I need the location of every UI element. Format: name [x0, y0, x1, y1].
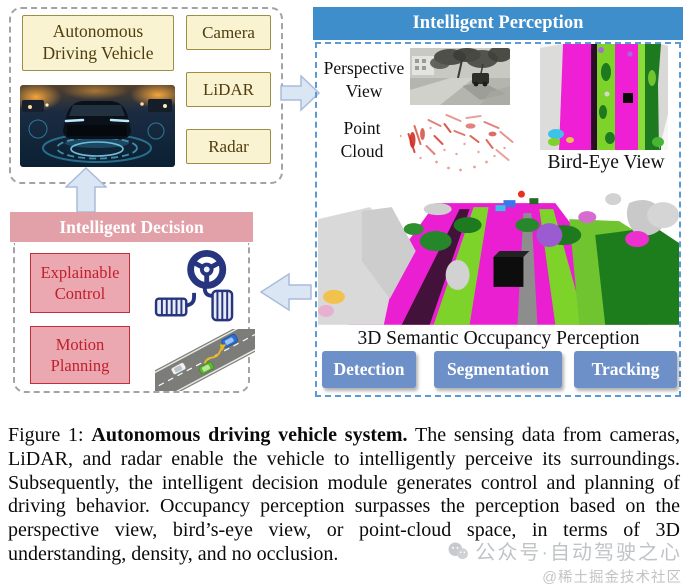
perception-panel-header: Intelligent Perception: [313, 7, 683, 40]
occupancy-perception-image: [318, 177, 679, 325]
perspective-view-label: Perspective View: [323, 58, 405, 101]
steering-wheel-pedals-icon: [152, 248, 240, 324]
bird-eye-view-image: [539, 44, 669, 150]
vehicle-title-box: Autonomous Driving Vehicle: [22, 15, 174, 71]
perspective-view-image: [410, 48, 510, 105]
motion-planning-box: Motion Planning: [30, 326, 130, 384]
explainable-control-box: Explainable Control: [30, 253, 130, 313]
decision-panel: [13, 243, 250, 393]
motion-planning-road-illustration: [155, 329, 255, 391]
caption-body: The sensing data from cameras, LiDAR, an…: [8, 424, 680, 565]
arrow-right-icon: [280, 74, 320, 112]
watermark-text-2: @稀土掘金技术社区: [542, 570, 682, 586]
autonomous-car-photo: [20, 85, 175, 167]
perception-panel: [315, 42, 681, 397]
arrow-up-icon: [65, 167, 107, 213]
caption-figure-label: Figure 1:: [8, 424, 92, 446]
point-cloud-label: Point Cloud: [340, 118, 384, 161]
occupancy-perception-label: 3D Semantic Occupancy Perception: [357, 328, 640, 349]
figure-caption: Figure 1: Autonomous driving vehicle sys…: [8, 424, 680, 567]
caption-title: Autonomous driving vehicle system.: [91, 424, 408, 446]
decision-panel-header: Intelligent Decision: [10, 212, 253, 242]
arrow-left-icon: [260, 272, 312, 312]
segmentation-task-box: Segmentation: [434, 351, 562, 388]
bird-eye-view-label: Bird-Eye View: [547, 152, 665, 173]
detection-task-box: Detection: [322, 351, 416, 388]
sensor-box-radar: Radar: [186, 129, 271, 164]
sensor-box-camera: Camera: [186, 15, 271, 50]
tracking-task-box: Tracking: [574, 351, 677, 388]
sensor-box-lidar: LiDAR: [186, 72, 271, 107]
point-cloud-image: [400, 106, 525, 176]
